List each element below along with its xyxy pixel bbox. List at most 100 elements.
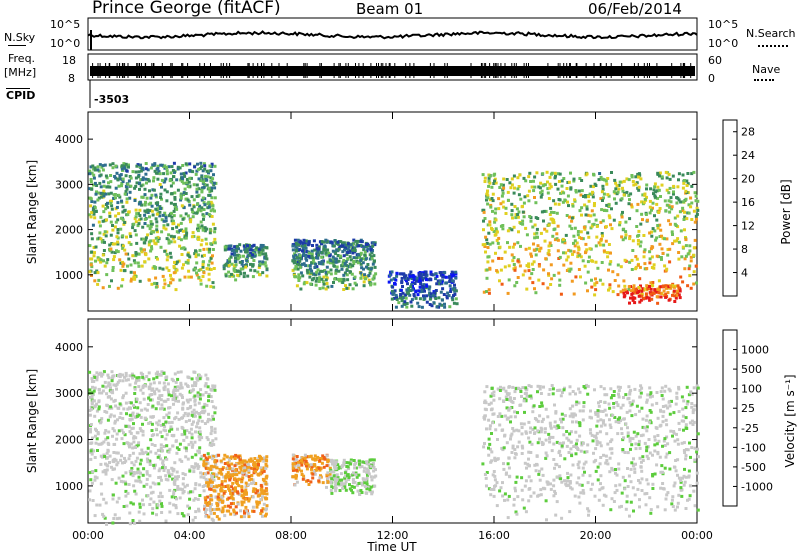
heatmap-cell: [207, 186, 211, 190]
heatmap-cell: [637, 286, 641, 289]
heatmap-cell: [261, 271, 265, 275]
heatmap-cell: [399, 293, 403, 296]
heatmap-cell: [609, 251, 612, 255]
heatmap-cell: [255, 489, 259, 493]
heatmap-cell: [238, 458, 242, 462]
heatmap-cell: [533, 223, 537, 227]
heatmap-cell: [184, 162, 188, 166]
heatmap-cell: [609, 387, 613, 391]
heatmap-cell: [454, 276, 458, 280]
heatmap-cell: [657, 188, 661, 192]
heatmap-cell: [190, 410, 194, 414]
heatmap-cell: [188, 506, 191, 510]
heatmap-cell: [489, 401, 493, 405]
heatmap-cell: [238, 243, 242, 247]
heatmap-cell: [213, 164, 217, 168]
heatmap-cell: [92, 212, 96, 216]
heatmap-cell: [364, 245, 368, 249]
heatmap-cell: [607, 203, 611, 207]
heatmap-cell: [294, 265, 298, 268]
heatmap-cell: [93, 375, 97, 379]
heatmap-cell: [238, 465, 242, 469]
heatmap-cell: [244, 510, 248, 514]
heatmap-cell: [234, 505, 238, 509]
heatmap-cell: [361, 477, 365, 481]
heatmap-cell: [293, 238, 297, 242]
heatmap-cell: [671, 242, 675, 246]
heatmap-cell: [541, 184, 545, 188]
heatmap-cell: [310, 249, 314, 253]
heatmap-cell: [156, 257, 159, 261]
heatmap-cell: [207, 272, 211, 276]
heatmap-cell: [118, 375, 122, 379]
heatmap-cell: [334, 489, 338, 493]
heatmap-cell: [132, 259, 136, 263]
heatmap-cell: [626, 431, 630, 435]
heatmap-cell: [360, 273, 364, 277]
heatmap-cell: [177, 448, 181, 451]
heatmap-cell: [353, 246, 357, 250]
heatmap-cell: [559, 191, 563, 195]
heatmap-cell: [147, 257, 151, 261]
heatmap-cell: [206, 452, 210, 456]
heatmap-cell: [495, 269, 499, 273]
heatmap-cell: [524, 386, 527, 390]
heatmap-cell: [126, 213, 130, 216]
heatmap-cell: [115, 463, 119, 467]
heatmap-cell: [199, 388, 203, 392]
heatmap-cell: [600, 261, 604, 264]
heatmap-cell: [106, 395, 110, 399]
heatmap-cell: [111, 228, 115, 232]
heatmap-cell: [261, 514, 264, 518]
heatmap-cell: [501, 191, 505, 195]
heatmap-cell: [206, 247, 210, 251]
heatmap-cell: [527, 175, 531, 179]
heatmap-cell: [363, 273, 367, 277]
heatmap-cell: [196, 235, 200, 239]
heatmap-cell: [247, 475, 251, 479]
heatmap-cell: [144, 172, 148, 176]
heatmap-cell: [182, 263, 185, 267]
heatmap-cell: [95, 371, 99, 375]
heatmap-cell: [235, 511, 238, 515]
heatmap-cell: [134, 170, 138, 174]
heatmap-cell: [154, 242, 158, 246]
heatmap-cell: [139, 163, 142, 167]
heatmap-cell: [667, 400, 671, 404]
heatmap-cell: [428, 277, 432, 281]
heatmap-cell: [162, 224, 166, 228]
heatmap-cell: [228, 505, 232, 509]
heatmap-cell: [265, 488, 269, 492]
heatmap-cell: [121, 210, 125, 214]
heatmap-cell: [654, 190, 658, 194]
heatmap-cell: [597, 401, 600, 405]
heatmap-cell: [553, 171, 557, 175]
heatmap-cell: [316, 455, 320, 459]
heatmap-cell: [546, 187, 550, 191]
heatmap-cell: [149, 201, 153, 205]
heatmap-cell: [600, 232, 604, 235]
heatmap-cell: [158, 266, 162, 270]
heatmap-cell: [659, 470, 663, 474]
heatmap-cell: [329, 261, 332, 265]
heatmap-cell: [656, 172, 660, 176]
heatmap-cell: [233, 456, 237, 460]
heatmap-cell: [162, 226, 166, 230]
heatmap-cell: [147, 243, 151, 247]
heatmap-cell: [201, 275, 205, 278]
heatmap-cell: [505, 441, 509, 445]
heatmap-cell: [683, 228, 686, 232]
heatmap-cell: [255, 459, 259, 463]
heatmap-cell: [223, 263, 227, 267]
heatmap-cell: [148, 459, 152, 463]
heatmap-cell: [593, 182, 597, 186]
heatmap-cell: [533, 175, 537, 179]
heatmap-cell: [140, 264, 144, 268]
heatmap-cell: [156, 423, 160, 427]
heatmap-cell: [524, 247, 528, 251]
heatmap-cell: [305, 250, 309, 253]
heatmap-cell: [329, 240, 333, 244]
heatmap-cell: [218, 500, 221, 504]
heatmap-cell: [504, 206, 508, 210]
heatmap-cell: [630, 268, 634, 271]
